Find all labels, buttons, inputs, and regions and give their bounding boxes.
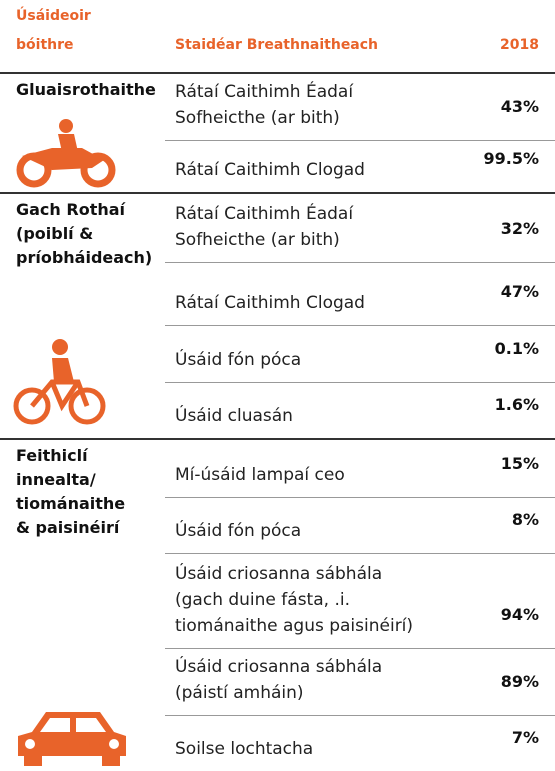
group-label: & paisinéirí [16,518,120,537]
bicycle-icon [13,339,106,425]
header-study: Staidéar Breathnaitheach [175,37,379,53]
row-text: Rátaí Caithimh Clogad [175,293,365,313]
separator [165,262,555,263]
group-label: tiománaithe [16,494,126,513]
row-text: Rátaí Caithimh Clogad [175,160,365,180]
row-text: Rátaí Caithimh Éadaí [175,204,354,224]
row-text: tiománaithe agus paisinéirí) [175,616,414,636]
separator [165,715,555,716]
row-text: Úsáid fón póca [175,521,302,541]
row-text: Rátaí Caithimh Éadaí [175,82,354,102]
row-text: Mí-úsáid lampaí ceo [175,465,345,485]
row-value: 32% [500,219,539,238]
separator [165,648,555,649]
group-label: (poiblí & [16,224,94,243]
car-icon [18,712,126,766]
row-text: Úsáid fón póca [175,350,302,370]
motorcycle-icon [16,119,116,188]
row-text: Úsáid cluasán [175,406,293,426]
row-value: 7% [511,728,539,747]
header-user: bóithre [16,37,74,53]
group-label: innealta/ [16,470,96,489]
row-text: Sofheicthe (ar bith) [175,108,340,128]
group-label: príobháideach) [16,248,153,267]
separator [165,325,555,326]
row-value: 0.1% [494,339,539,358]
separator [0,72,555,74]
separator [165,553,555,554]
separator [0,192,555,194]
row-value: 47% [500,282,539,301]
row-value: 1.6% [494,395,539,414]
group-label: Feithiclí [16,446,88,465]
row-value: 43% [500,97,539,116]
row-text: Úsáid criosanna sábhála [175,657,383,677]
row-text: Úsáid criosanna sábhála [175,564,383,584]
separator [165,497,555,498]
row-value: 15% [500,454,539,473]
row-value: 94% [500,605,539,624]
group-label: Gluaisrothaithe [16,80,156,99]
group-label: Gach Rothaí [16,200,126,219]
row-text: Soilse lochtacha [175,739,314,759]
header-user: Úsáideoir [16,8,91,24]
row-text: Sofheicthe (ar bith) [175,230,340,250]
row-text: (páistí amháin) [175,683,304,703]
row-value: 89% [500,672,539,691]
separator [165,382,555,383]
row-value: 99.5% [483,149,539,168]
row-value: 8% [511,510,539,529]
header-year: 2018 [500,37,539,53]
separator [0,438,555,440]
separator [165,140,555,141]
row-text: (gach duine fásta, .i. [175,590,350,610]
